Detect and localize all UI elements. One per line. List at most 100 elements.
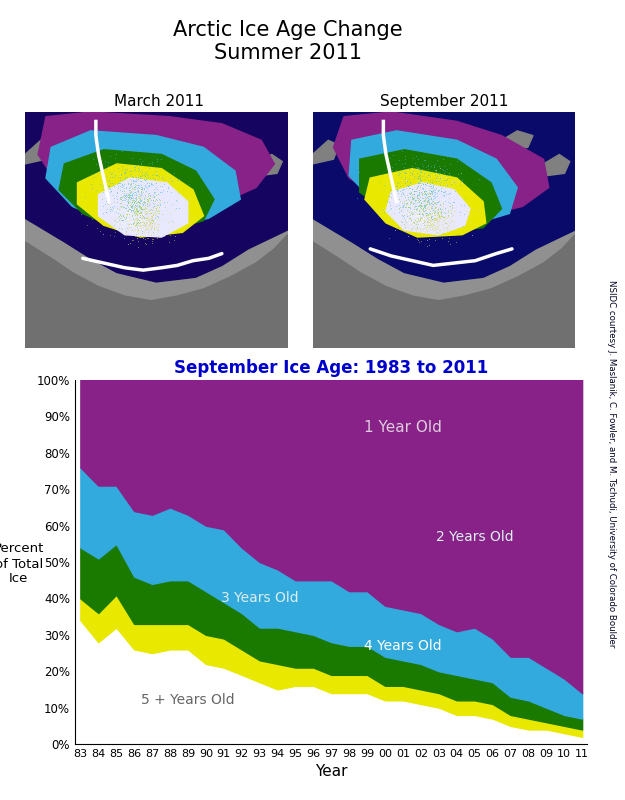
Point xyxy=(135,198,145,211)
Point xyxy=(409,191,419,204)
Point xyxy=(422,178,432,191)
Point xyxy=(147,190,157,203)
Point xyxy=(434,221,444,234)
Point xyxy=(427,188,437,201)
Point xyxy=(426,214,436,226)
Point xyxy=(116,182,126,195)
Point xyxy=(127,218,138,230)
Point xyxy=(439,206,449,218)
Point xyxy=(142,177,152,190)
Point xyxy=(142,203,152,216)
Point xyxy=(432,190,442,202)
Point xyxy=(441,183,451,196)
Point xyxy=(413,214,423,226)
Point xyxy=(416,195,426,208)
Point xyxy=(416,206,426,219)
Point xyxy=(134,219,144,232)
Point xyxy=(433,204,443,217)
Point xyxy=(430,192,440,205)
Point xyxy=(136,204,146,217)
Point xyxy=(412,190,422,203)
Point xyxy=(131,206,141,219)
Point xyxy=(126,180,136,193)
Point xyxy=(409,214,419,226)
Point xyxy=(128,213,138,226)
Point xyxy=(142,207,152,220)
Point xyxy=(419,205,429,218)
Point xyxy=(421,209,431,222)
Point xyxy=(399,161,409,174)
Point xyxy=(409,207,419,220)
Point xyxy=(431,182,441,195)
Point xyxy=(428,194,438,207)
Point xyxy=(399,218,409,230)
Point xyxy=(441,181,451,194)
Point xyxy=(419,201,429,214)
Point xyxy=(118,199,127,212)
Point xyxy=(106,184,116,197)
Point xyxy=(141,180,151,193)
Point xyxy=(431,211,441,224)
Point xyxy=(140,173,150,186)
Point xyxy=(132,211,142,224)
Point xyxy=(105,202,115,215)
Polygon shape xyxy=(78,164,204,237)
Point xyxy=(159,197,169,210)
Point xyxy=(428,184,438,197)
Point xyxy=(434,195,444,208)
Point xyxy=(385,159,395,172)
Point xyxy=(422,189,432,202)
Point xyxy=(161,212,171,225)
Point xyxy=(411,210,421,222)
Point xyxy=(98,227,107,240)
Point xyxy=(134,187,144,200)
Point xyxy=(129,205,139,218)
Point xyxy=(114,183,124,196)
Point xyxy=(433,201,443,214)
Point xyxy=(122,186,132,199)
Point xyxy=(131,174,141,187)
Text: 4 Years Old: 4 Years Old xyxy=(364,638,442,653)
Point xyxy=(414,208,424,221)
Point xyxy=(415,213,425,226)
Point xyxy=(426,215,436,228)
Point xyxy=(141,199,151,212)
Point xyxy=(419,186,429,199)
Point xyxy=(122,213,132,226)
Point xyxy=(432,154,442,166)
Point xyxy=(135,153,145,166)
Point xyxy=(144,215,154,228)
Point xyxy=(131,199,141,212)
Point xyxy=(139,179,149,192)
Point xyxy=(123,195,133,208)
Point xyxy=(136,202,146,214)
Point xyxy=(421,206,431,219)
Point xyxy=(143,184,153,197)
Point xyxy=(131,168,141,181)
Point xyxy=(131,191,141,204)
Point xyxy=(116,226,126,239)
Point xyxy=(149,190,159,203)
Point xyxy=(446,190,456,203)
Point xyxy=(165,171,175,184)
Point xyxy=(418,181,428,194)
Point xyxy=(416,182,426,195)
Point xyxy=(409,170,419,182)
Point xyxy=(442,187,452,200)
Point xyxy=(121,209,131,222)
Point xyxy=(426,218,436,230)
Point xyxy=(400,176,410,189)
Point xyxy=(385,203,395,216)
Point xyxy=(154,201,164,214)
Point xyxy=(147,220,157,233)
Point xyxy=(120,192,130,205)
Point xyxy=(421,206,431,218)
Point xyxy=(405,177,415,190)
Point xyxy=(434,214,444,227)
Point xyxy=(403,195,413,208)
Point xyxy=(421,210,431,222)
Polygon shape xyxy=(25,112,288,282)
Point xyxy=(133,173,143,186)
Point xyxy=(105,171,115,184)
Point xyxy=(382,188,392,201)
